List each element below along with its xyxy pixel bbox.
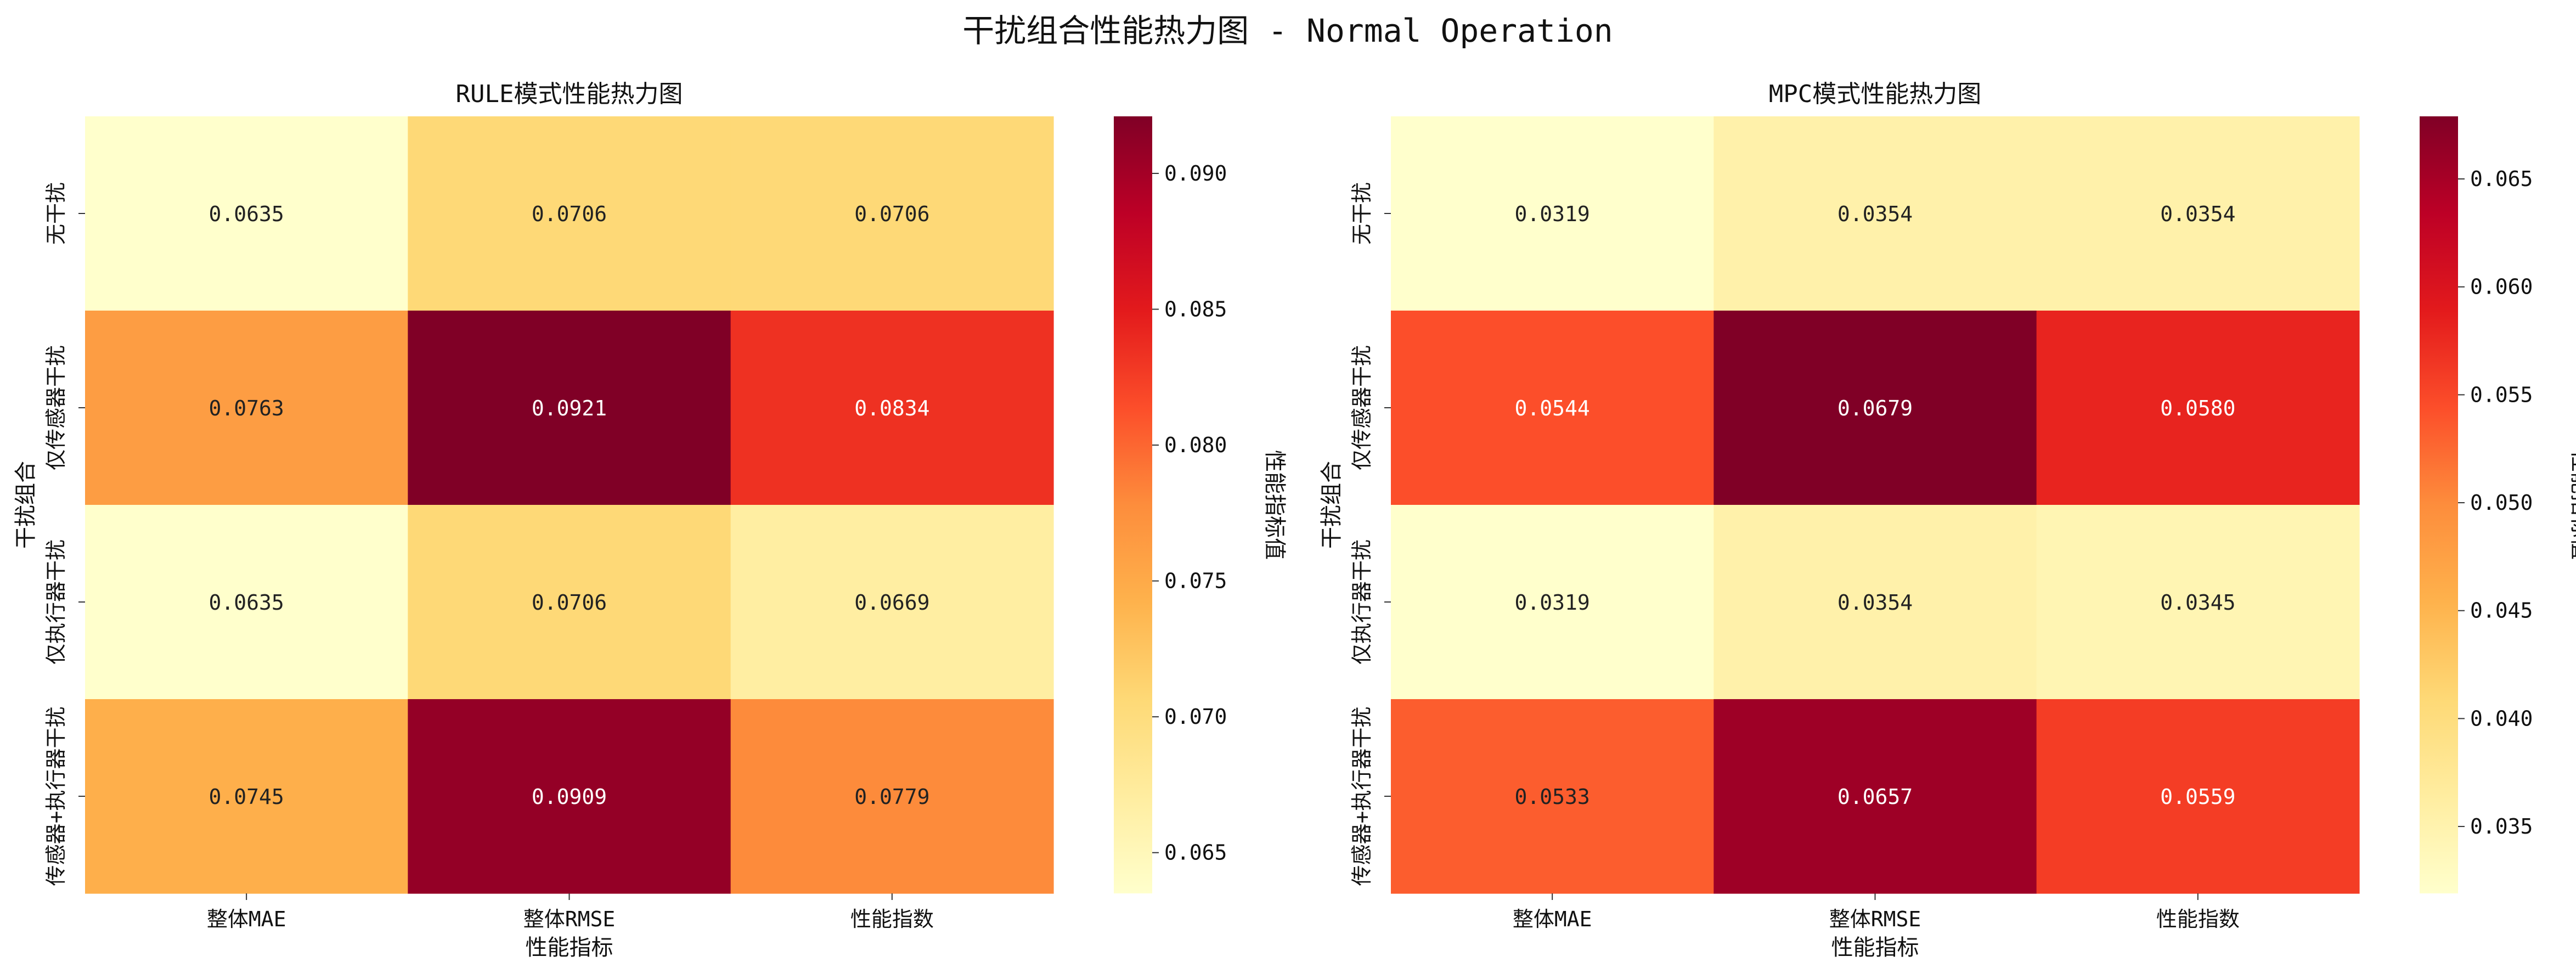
colorbar-tick-label: 0.040: [2470, 706, 2533, 730]
y-tick-label: 仅传感器干扰: [1350, 345, 1374, 470]
cell-value-label: 0.0354: [1837, 590, 1913, 615]
y-tick-label: 无干扰: [44, 182, 68, 245]
cell-value-label: 0.0921: [532, 396, 607, 420]
heatmap-cell: [85, 116, 408, 311]
heatmap-cell: [1713, 505, 2037, 700]
cell-value-label: 0.0354: [1837, 202, 1913, 226]
heatmap-cell: [1391, 116, 1714, 311]
cell-value-label: 0.0763: [209, 396, 284, 420]
heatmap-cell: [408, 116, 731, 311]
y-axis-label: 干扰组合: [1319, 461, 1344, 549]
cell-value-label: 0.0580: [2160, 396, 2235, 420]
x-tick-label: 性能指数: [850, 907, 934, 931]
heatmap-cell: [2036, 311, 2360, 505]
cell-value-label: 0.0706: [532, 590, 607, 615]
x-tick-label: 整体MAE: [1513, 907, 1592, 931]
cell-value-label: 0.0669: [854, 590, 929, 615]
y-tick-label: 仅传感器干扰: [44, 345, 68, 470]
cell-value-label: 0.0319: [1515, 202, 1590, 226]
colorbar-tick-label: 0.085: [1164, 297, 1227, 322]
colorbar: [1114, 116, 1152, 893]
y-axis-label: 干扰组合: [13, 461, 38, 549]
cell-value-label: 0.0706: [532, 202, 607, 226]
y-tick-label: 传感器+执行器干扰: [44, 707, 68, 886]
heatmap-cell: [1391, 311, 1714, 505]
colorbar: [2420, 116, 2458, 893]
heatmap-cell: [408, 311, 731, 505]
colorbar-tick-label: 0.080: [1164, 433, 1227, 457]
heatmap-cell: [1391, 505, 1714, 700]
cell-value-label: 0.0745: [209, 785, 284, 809]
x-tick-label: 整体MAE: [207, 907, 286, 931]
heatmap-cell: [1713, 311, 2037, 505]
colorbar-label: 性能指标值: [2568, 450, 2576, 560]
cell-value-label: 0.0706: [854, 202, 929, 226]
panel-title: MPC模式性能热力图: [1769, 80, 1981, 108]
heatmap-cell: [730, 311, 1054, 505]
x-axis-label: 性能指标: [1831, 935, 1919, 960]
cell-value-label: 0.0635: [209, 202, 284, 226]
colorbar-tick-label: 0.045: [2470, 599, 2533, 623]
heatmap-cell: [730, 116, 1054, 311]
x-tick-label: 整体RMSE: [523, 907, 616, 931]
colorbar-tick-label: 0.060: [2470, 275, 2533, 299]
colorbar-tick-label: 0.065: [2470, 167, 2533, 191]
heatmap-cell: [408, 505, 731, 700]
panel-title: RULE模式性能热力图: [456, 80, 683, 108]
heatmap-cell: [85, 505, 408, 700]
cell-value-label: 0.0834: [854, 396, 929, 420]
y-tick-label: 仅执行器干扰: [44, 539, 68, 665]
colorbar-label: 性能指标值: [1262, 450, 1287, 560]
heatmap-cell: [2036, 116, 2360, 311]
y-tick-label: 仅执行器干扰: [1350, 539, 1374, 665]
colorbar-tick-label: 0.035: [2470, 814, 2533, 839]
colorbar-tick-label: 0.090: [1164, 161, 1227, 185]
colorbar-tick-label: 0.050: [2470, 491, 2533, 515]
heatmap-cell: [408, 699, 731, 894]
cell-value-label: 0.0354: [2160, 202, 2235, 226]
cell-value-label: 0.0533: [1515, 785, 1590, 809]
y-tick-label: 无干扰: [1350, 182, 1374, 245]
cell-value-label: 0.0657: [1837, 785, 1913, 809]
cell-value-label: 0.0909: [532, 785, 607, 809]
heatmap-cell: [85, 699, 408, 894]
cell-value-label: 0.0559: [2160, 785, 2235, 809]
heatmap-cell: [2036, 699, 2360, 894]
heatmap-panel: RULE模式性能热力图 0.0635 0.0706 0.0706 0.0763 0.092…: [13, 80, 1287, 960]
cell-value-label: 0.0544: [1515, 396, 1590, 420]
colorbar-tick-label: 0.055: [2470, 382, 2533, 407]
x-tick-label: 性能指数: [2156, 907, 2240, 931]
y-tick-label: 传感器+执行器干扰: [1350, 707, 1374, 886]
cell-value-label: 0.0635: [209, 590, 284, 615]
x-tick-label: 整体RMSE: [1829, 907, 1921, 931]
cell-value-label: 0.0679: [1837, 396, 1913, 420]
heatmap-cell: [1713, 699, 2037, 894]
heatmap-cell: [85, 311, 408, 505]
heatmap-cell: [1391, 699, 1714, 894]
figure-title: 干扰组合性能热力图 - Normal Operation: [962, 12, 1613, 49]
colorbar-tick-label: 0.075: [1164, 569, 1227, 593]
cell-value-label: 0.0319: [1515, 590, 1590, 615]
heatmap-cell: [730, 699, 1054, 894]
cell-value-label: 0.0779: [854, 785, 929, 809]
heatmap-cell: [2036, 505, 2360, 700]
heatmap-cell: [1713, 116, 2037, 311]
x-axis-label: 性能指标: [526, 935, 613, 960]
colorbar-tick-label: 0.070: [1164, 705, 1227, 729]
heatmap-cell: [730, 505, 1054, 700]
cell-value-label: 0.0345: [2160, 590, 2235, 615]
colorbar-tick-label: 0.065: [1164, 841, 1227, 865]
heatmap-panel: MPC模式性能热力图 0.0319 0.0354 0.0354 0.0544 0.0679…: [1319, 80, 2576, 960]
